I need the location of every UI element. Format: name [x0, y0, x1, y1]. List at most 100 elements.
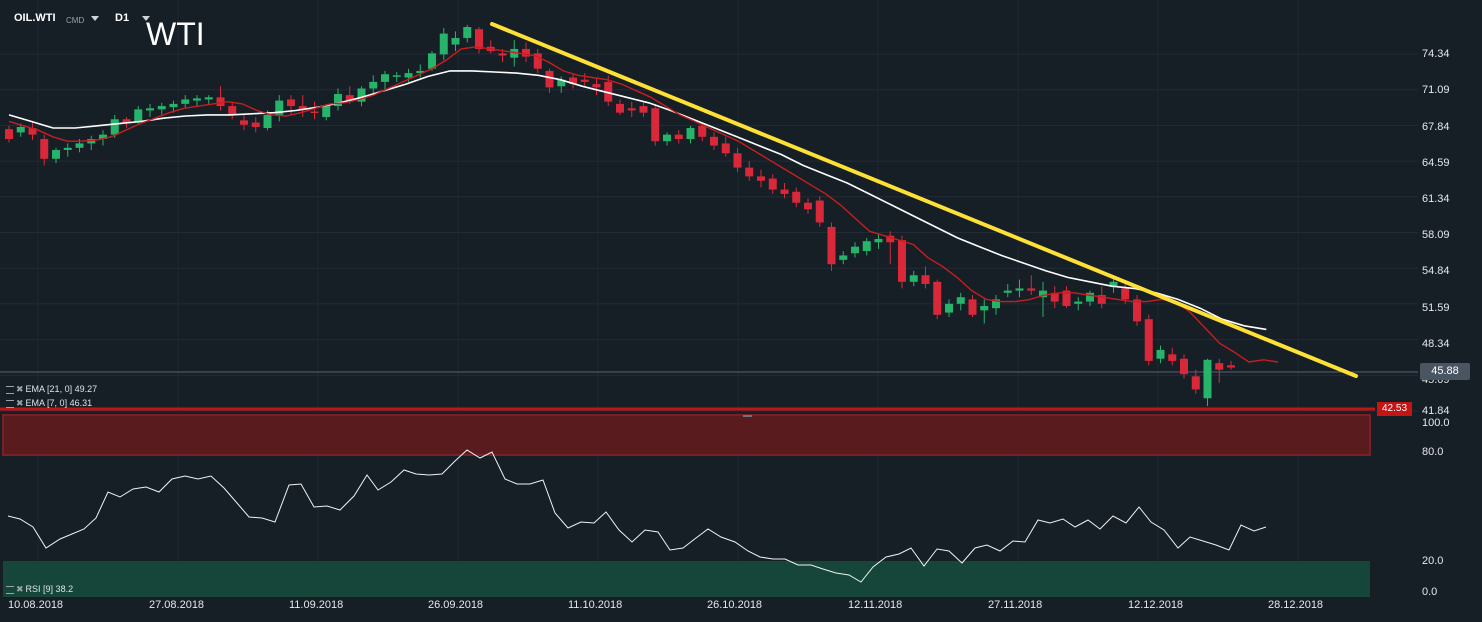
- candle-body: [921, 275, 930, 285]
- y-axis-label: 41.84: [1422, 405, 1450, 417]
- candle-body: [381, 74, 389, 82]
- rsi-line: [7, 449, 1267, 583]
- candle-body: [110, 119, 119, 135]
- candle-body: [1074, 301, 1083, 304]
- x-axis-label: 27.11.2018: [988, 599, 1043, 611]
- close-icon[interactable]: ✖: [16, 584, 24, 594]
- candle-body: [428, 53, 436, 69]
- candle-body: [886, 235, 895, 243]
- candle-body: [839, 255, 848, 260]
- candle-body: [862, 241, 871, 252]
- candle-body: [956, 297, 965, 304]
- candle-body: [710, 136, 718, 146]
- candle-body: [1227, 365, 1235, 368]
- rsi-indicator[interactable]: ✖ RSI [9] 38.2: [6, 584, 73, 595]
- grid-lines: [0, 0, 1418, 596]
- candle-body: [592, 84, 601, 88]
- candle-body: [5, 129, 13, 140]
- candle-body: [310, 111, 319, 114]
- candle-body: [228, 106, 237, 115]
- menu-icon[interactable]: [6, 385, 14, 394]
- support-price-tag: 42.53: [1377, 402, 1412, 416]
- candle-body: [463, 26, 472, 38]
- rsi-axis-label: 80.0: [1422, 446, 1444, 458]
- candle-body: [157, 106, 166, 110]
- candlestick-series[interactable]: [5, 24, 1235, 406]
- candle-body: [99, 134, 107, 140]
- symbol-label[interactable]: OIL.WTI: [14, 12, 56, 24]
- candle-body: [1121, 288, 1130, 300]
- x-axis-label: 27.08.2018: [149, 599, 205, 611]
- x-axis-label: 11.09.2018: [289, 599, 344, 611]
- menu-icon[interactable]: [6, 399, 14, 408]
- candle-body: [780, 189, 789, 194]
- candle-body: [616, 103, 624, 113]
- candle-body: [416, 70, 425, 74]
- symbol-dropdown-icon[interactable]: [91, 16, 99, 21]
- chart-title: WTI: [146, 16, 205, 52]
- candle-body: [945, 303, 953, 313]
- current-price-tag: 45.88: [1420, 363, 1470, 380]
- ema21-label: EMA [21, 0] 49.27: [25, 384, 98, 394]
- candle-body: [240, 120, 248, 125]
- candle-body: [1133, 299, 1141, 322]
- ema7-label: EMA [7, 0] 46.31: [25, 398, 93, 408]
- ema7-indicator[interactable]: ✖ EMA [7, 0] 46.31: [6, 398, 92, 409]
- drawing-overlay[interactable]: [490, 22, 1358, 378]
- candle-body: [122, 119, 131, 123]
- candle-body: [580, 79, 589, 82]
- candle-body: [146, 108, 154, 111]
- timeframe-dropdown-icon[interactable]: [142, 16, 150, 21]
- ema21-indicator[interactable]: ✖ EMA [21, 0] 49.27: [6, 384, 97, 395]
- candle-body: [134, 109, 143, 122]
- overbought-zone: [2, 414, 1371, 456]
- candle-body: [345, 95, 354, 102]
- candle-body: [733, 153, 742, 168]
- candle-body: [533, 53, 542, 69]
- close-icon[interactable]: ✖: [16, 398, 24, 408]
- candle-body: [851, 246, 859, 254]
- candle-body: [698, 125, 707, 137]
- candle-body: [992, 299, 1000, 309]
- rsi-zones: [0, 407, 1375, 597]
- candle-body: [169, 103, 178, 108]
- candle-body: [298, 106, 307, 110]
- candle-body: [287, 99, 295, 107]
- candle-body: [1215, 363, 1224, 370]
- ema-lines: [8, 46, 1279, 363]
- candle-body: [498, 53, 507, 56]
- candle-body: [322, 106, 331, 118]
- candle-body: [757, 176, 765, 181]
- x-axis-label: 12.11.2018: [848, 599, 903, 611]
- candle-body: [604, 81, 613, 102]
- candle-body: [1086, 292, 1094, 302]
- candle-body: [52, 150, 60, 159]
- candle-body: [1097, 295, 1106, 304]
- candle-body: [804, 202, 812, 210]
- candle-body: [674, 134, 683, 140]
- timeframe-label[interactable]: D1: [115, 12, 130, 24]
- candle-body: [451, 37, 460, 45]
- candle-body: [627, 108, 636, 111]
- menu-icon[interactable]: [6, 585, 14, 594]
- rsi-axis-label: 100.0: [1422, 417, 1450, 429]
- candle-body: [28, 128, 37, 135]
- candle-body: [768, 178, 777, 190]
- candle-body: [874, 238, 883, 243]
- candle-body: [181, 99, 190, 104]
- candle-body: [557, 79, 566, 87]
- candle-body: [1168, 354, 1177, 361]
- y-axis-label: 67.84: [1422, 121, 1450, 133]
- x-axis-label: 10.08.2018: [8, 599, 64, 611]
- candle-body: [545, 70, 554, 88]
- y-axis-label: 61.34: [1422, 193, 1450, 205]
- close-icon[interactable]: ✖: [16, 384, 24, 394]
- candle-body: [16, 126, 25, 133]
- candle-body: [1062, 290, 1071, 306]
- y-axis-label: 71.09: [1422, 84, 1450, 96]
- candle-body: [968, 299, 977, 315]
- candle-body: [275, 100, 284, 115]
- candle-body: [193, 98, 201, 101]
- candle-body: [1050, 292, 1059, 302]
- candle-body: [898, 240, 906, 282]
